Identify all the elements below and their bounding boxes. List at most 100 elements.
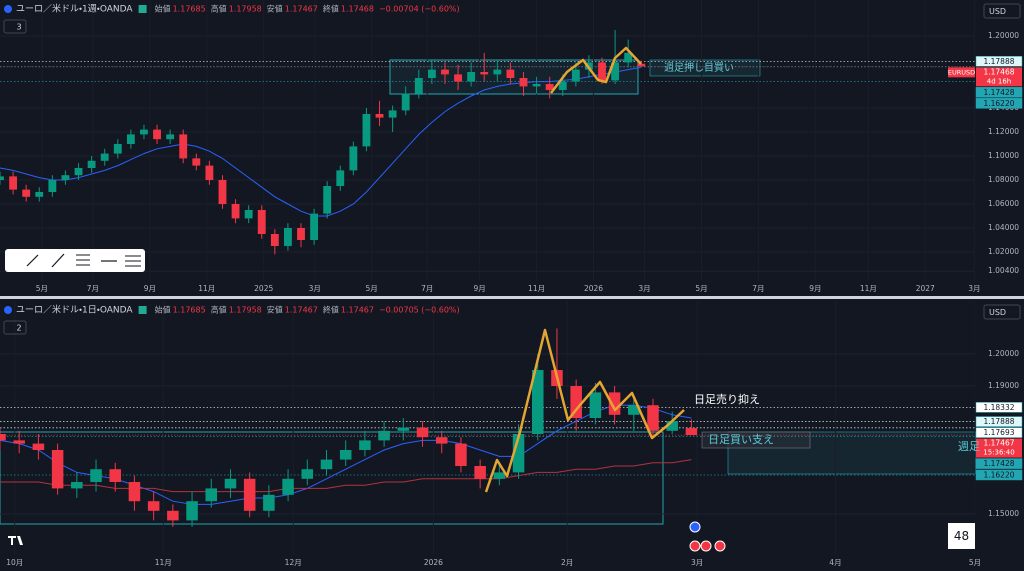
logo [8, 536, 23, 545]
price-label-bg [975, 98, 1023, 109]
y-tick-label: 1.06000 [988, 199, 1019, 208]
candle-body [71, 482, 83, 489]
candle-body [558, 81, 567, 90]
counter-box [948, 523, 975, 549]
candle-body [283, 227, 292, 246]
candle-body [506, 69, 515, 78]
price-label-bg [975, 458, 1023, 469]
currency-bg[interactable] [983, 304, 1021, 320]
candle-body [512, 434, 525, 473]
x-tick-label: 2月 [561, 558, 573, 567]
candle-body [140, 129, 148, 135]
candle-body [628, 405, 640, 415]
candle-body [362, 113, 371, 147]
candle-body [282, 478, 294, 495]
last-price: 1.17467 [983, 439, 1014, 448]
candle-body [9, 176, 18, 190]
candle-body [685, 428, 698, 436]
chart-title: ユーロ／米ドル・1日・OANDA [16, 304, 133, 316]
x-tick-label: 10月 [6, 558, 23, 567]
tool-icon[interactable] [26, 254, 39, 267]
candle-body [455, 443, 467, 467]
candle-body [48, 179, 57, 192]
drawing-toolbar[interactable] [5, 249, 145, 272]
x-tick-label: 5月 [366, 284, 378, 293]
y-tick-label: 1.20000 [988, 31, 1019, 40]
candle-body [263, 494, 275, 511]
zigzag-line [550, 46, 642, 94]
candle-body [320, 459, 333, 470]
x-tick-label: 2026 [584, 284, 603, 293]
candle-body [666, 421, 678, 431]
candle-body [454, 74, 462, 82]
candle-body [192, 158, 201, 166]
x-tick-label: 3月 [691, 558, 703, 567]
candle-body [87, 160, 96, 168]
price-label: 1.17888 [983, 57, 1014, 66]
tool-icon[interactable] [51, 253, 65, 268]
tool-icon[interactable] [125, 255, 141, 267]
y-tick-label: 1.19000 [988, 381, 1019, 390]
x-tick-label: 5月 [969, 558, 981, 567]
candle-body [378, 430, 390, 441]
y-tick-label: 1.15000 [988, 509, 1019, 518]
x-tick-label: 11月 [198, 284, 215, 293]
event-icon[interactable] [689, 521, 701, 533]
candle-body [480, 71, 489, 75]
tool-icon[interactable] [76, 254, 90, 266]
stat-value: 1.17685 [173, 5, 206, 14]
annotation: 日足売り抑え [694, 392, 760, 406]
price-label: 1.17888 [983, 417, 1014, 426]
price-label-bg [975, 469, 1023, 481]
stat-value: 1.17467 [285, 306, 318, 315]
x-tick-label: 2027 [916, 284, 935, 293]
price-label-bg [975, 402, 1023, 413]
candle-body [51, 450, 64, 489]
event-icon[interactable] [714, 540, 726, 552]
zone-box [0, 431, 664, 525]
currency-bg[interactable] [983, 3, 1021, 19]
candle-body [0, 176, 4, 180]
candle-body [297, 227, 305, 240]
candle-body [244, 209, 253, 219]
y-tick-label: 1.20000 [988, 349, 1019, 358]
last-price: 1.17468 [983, 67, 1014, 76]
candle-body [401, 93, 410, 111]
candle-body [0, 434, 6, 441]
price-label: 1.18332 [983, 403, 1014, 412]
candle-body [100, 153, 109, 161]
x-tick-label: 3月 [638, 284, 650, 293]
candle-body [179, 134, 188, 159]
pane [0, 0, 975, 281]
candle-body [336, 170, 345, 186]
chart-title: ユーロ／米ドル・1週・OANDA [16, 3, 133, 15]
candle-body [493, 472, 506, 479]
toolbar-bg [5, 249, 145, 272]
candle-body [186, 501, 198, 521]
event-icon[interactable] [700, 540, 712, 552]
y-tick-label: 1.10000 [988, 151, 1019, 160]
candle-body [113, 143, 122, 154]
annotation: 日足買い支え [708, 433, 774, 446]
x-tick-label: 2025 [254, 284, 273, 293]
candle-body [519, 77, 528, 87]
stat-value: 1.17958 [229, 5, 262, 14]
label-box [649, 59, 761, 77]
x-tick-label: 3月 [968, 284, 980, 293]
stat-label: 始値 [155, 305, 171, 315]
price-label: 1.16220 [983, 99, 1014, 108]
pane-badge: 2 [16, 324, 21, 333]
candle-body [531, 369, 544, 435]
candle-body [397, 427, 410, 431]
event-icon[interactable] [689, 540, 701, 552]
candle-body [359, 440, 371, 451]
x-tick-label: 2026 [424, 558, 443, 567]
currency: USD [989, 7, 1006, 16]
symbol-icon [4, 5, 12, 13]
stat-label: 安値 [267, 4, 283, 14]
x-tick-label: 11月 [860, 284, 877, 293]
candle-body [35, 191, 44, 197]
annotation: 週足押し目買い [664, 61, 734, 74]
